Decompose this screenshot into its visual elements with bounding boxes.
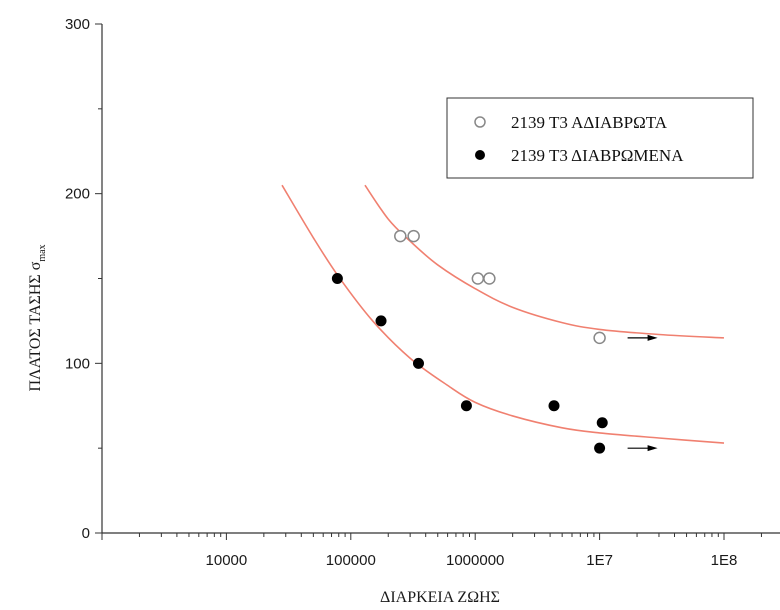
- x-axis-label: ΔΙΑΡΚΕΙΑ ΖΩΗΣ: [380, 589, 500, 606]
- y-axis-label-subscript: max: [37, 244, 48, 261]
- fit-curves: [281, 184, 725, 444]
- runout-arrow-head: [647, 445, 658, 452]
- filled-data-point: [460, 400, 472, 412]
- y-tick-label: 300: [65, 16, 90, 33]
- legend: 2139 Τ3 ΑΔΙΑΒΡΩΤΑ 2139 Τ3 ΔΙΑΒΡΩΜΕΝΑ: [446, 97, 754, 179]
- legend-entry-corroded: 2139 Τ3 ΔΙΑΒΡΩΜΕΝΑ: [511, 146, 684, 165]
- filled-data-point: [596, 417, 608, 429]
- legend-entry-uncorroded: 2139 Τ3 ΑΔΙΑΒΡΩΤΑ: [511, 113, 668, 132]
- x-tick-label: 1E7: [586, 552, 613, 569]
- y-tick-label: 200: [65, 186, 90, 203]
- x-tick-label: 1000000: [446, 552, 504, 569]
- data-points: [331, 229, 658, 454]
- open-data-point: [483, 272, 496, 285]
- filled-data-point: [375, 315, 387, 327]
- open-data-point: [394, 229, 407, 243]
- axes: [95, 23, 780, 540]
- open-data-point: [593, 331, 606, 345]
- runout-arrow-head: [647, 334, 658, 341]
- fit-curve-2: [281, 184, 725, 444]
- filled-data-point: [331, 273, 343, 284]
- open-data-point: [471, 272, 485, 285]
- y-axis-label-main: ΠΛΑΤΟΣ ΤΑΣΗΣ σ: [27, 261, 44, 391]
- y-axis-label: ΠΛΑΤΟΣ ΤΑΣΗΣ σmax: [27, 244, 48, 391]
- x-tick-label: 100000: [326, 552, 376, 569]
- filled-data-point: [412, 357, 424, 369]
- tick-labels: 0 100 200 300 10000 100000 1000000 1E7 1E8: [65, 16, 737, 569]
- x-tick-label: 10000: [206, 552, 248, 569]
- y-tick-label: 0: [82, 525, 90, 542]
- y-tick-label: 100: [65, 355, 90, 372]
- open-data-point: [407, 229, 420, 243]
- legend-marker-filled: [475, 150, 485, 160]
- filled-data-point: [548, 400, 560, 412]
- legend-box: [446, 97, 754, 179]
- x-tick-label: 1E8: [711, 552, 738, 569]
- fit-curve-1: [364, 184, 725, 339]
- filled-data-point: [594, 442, 606, 454]
- legend-marker-open: [474, 116, 486, 128]
